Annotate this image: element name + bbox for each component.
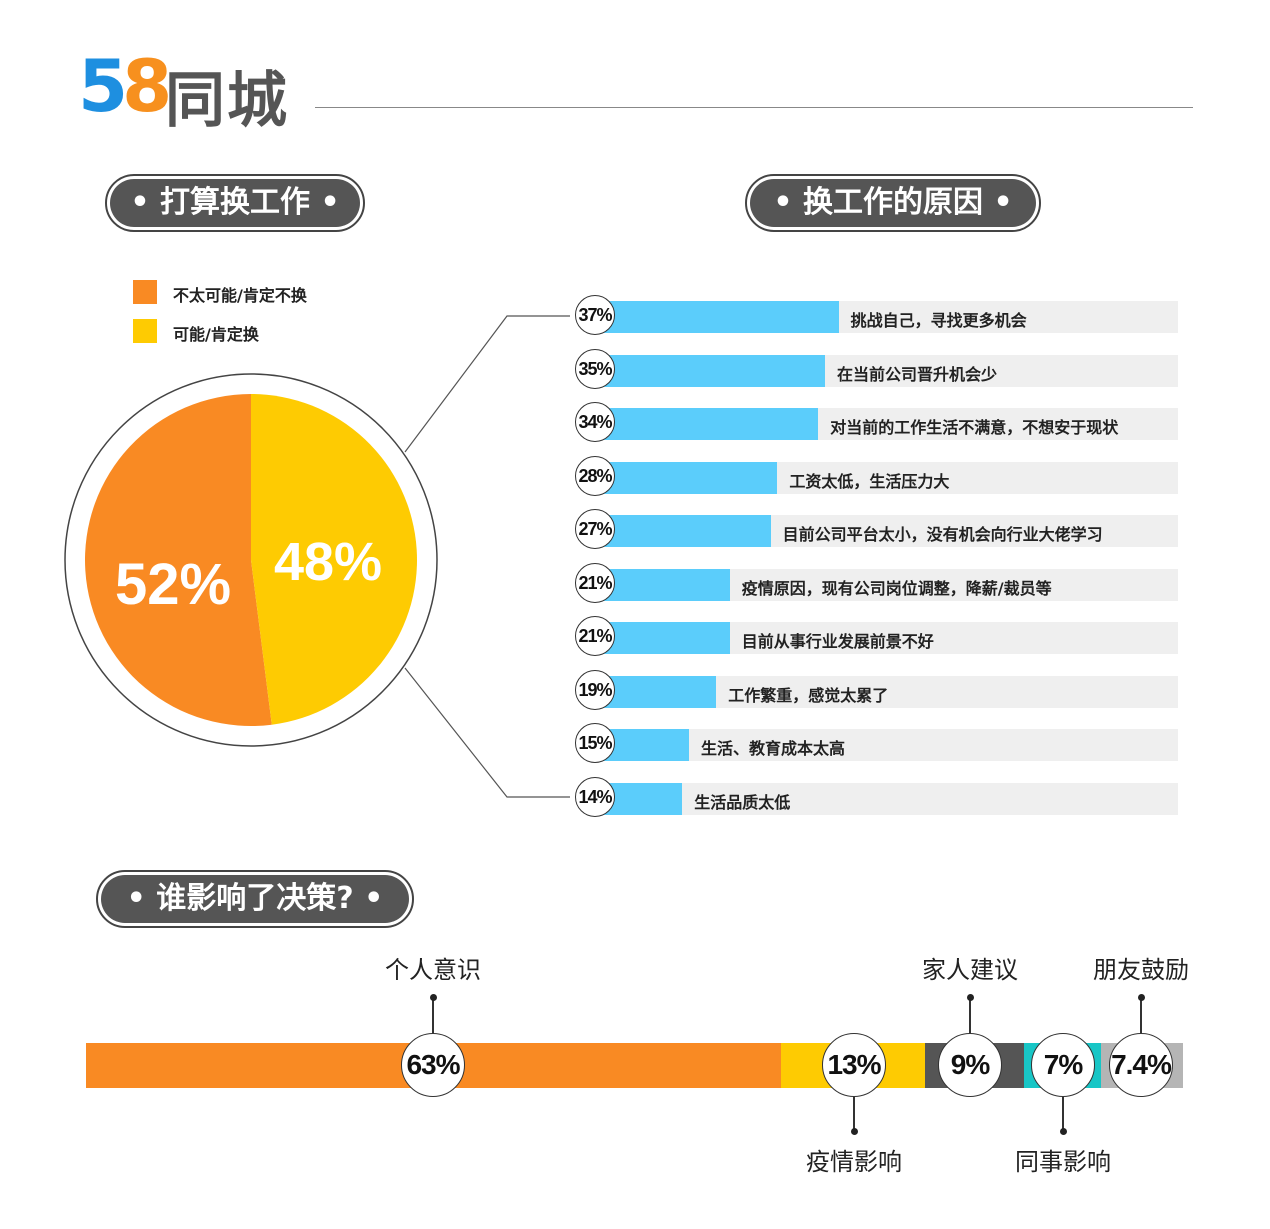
reason-label: 挑战自己，寻找更多机会 <box>850 311 1027 330</box>
reason-row: 生活、教育成本太高 15% <box>575 723 1178 763</box>
legend-label: 不太可能/肯定不换 <box>173 286 307 305</box>
reason-label: 生活、教育成本太高 <box>701 739 846 758</box>
reason-row: 工作繁重，感觉太累了 19% <box>575 669 1178 710</box>
reasons-title-pill: • 换工作的原因 • <box>745 174 1041 232</box>
reason-row: 目前公司平台太小，没有机会向行业大佬学习 27% <box>575 509 1178 549</box>
callout-line-bottom <box>404 667 570 798</box>
influence-label: 同事影响 <box>1015 1148 1111 1176</box>
reason-label: 生活品质太低 <box>694 792 791 812</box>
leader-line <box>1140 998 1142 1033</box>
influence-label: 家人建议 <box>922 956 1018 984</box>
influence-percent: 7% <box>1031 1033 1095 1097</box>
leader-line <box>969 998 971 1033</box>
leader-dot <box>429 994 437 1001</box>
reason-row: 生活品质太低 14% <box>575 776 1178 817</box>
pie-slice <box>251 394 418 725</box>
reason-label: 疫情原因，现有公司岗位调整，降薪/裁员等 <box>741 578 1052 598</box>
callout-line-top <box>404 315 570 453</box>
pie-chart: 52% 48% <box>64 315 570 798</box>
reason-label: 工作繁重，感觉太累了 <box>728 685 889 705</box>
reason-row: 目前从事行业发展前景不好 21% <box>575 616 1178 656</box>
legend-swatch <box>133 319 157 343</box>
pie-label-52: 52% <box>115 552 231 617</box>
legend-swatch <box>133 280 157 304</box>
bar-fill <box>600 568 730 601</box>
influence-percent: 7.4% <box>1109 1033 1173 1097</box>
pie-title-pill: • 打算换工作 • <box>105 174 365 232</box>
reason-label: 在当前公司晋升机会少 <box>837 364 998 384</box>
logo-text: 同城 <box>165 66 289 136</box>
logo-58: 58 <box>78 44 172 128</box>
influence-title-pill: • 谁影响了决策? • <box>96 870 414 928</box>
leader-dot <box>1059 1128 1067 1135</box>
bar-track <box>600 729 1178 761</box>
reason-percent: 15% <box>575 723 615 763</box>
leader-line <box>432 998 434 1033</box>
reason-row: 对当前的工作生活不满意，不想安于现状 34% <box>575 402 1178 442</box>
reason-percent: 21% <box>575 562 615 603</box>
reason-percent: 19% <box>575 669 615 710</box>
influence-label: 疫情影响 <box>806 1148 902 1176</box>
reason-label: 工资太低，生活压力大 <box>789 471 950 491</box>
reason-label: 目前公司平台太小，没有机会向行业大佬学习 <box>782 525 1103 544</box>
influence-label: 个人意识 <box>385 956 481 984</box>
leader-dot <box>1137 994 1145 1001</box>
influence-percent: 13% <box>822 1033 886 1097</box>
bar-track <box>600 782 1178 815</box>
reason-percent: 37% <box>575 295 615 335</box>
legend-label: 可能/肯定换 <box>173 325 259 344</box>
bar-fill <box>600 515 771 547</box>
influence-percent: 9% <box>938 1033 1002 1097</box>
pie-label-48: 48% <box>274 532 382 592</box>
leader-dot <box>850 1128 858 1135</box>
pie-slice <box>85 394 272 726</box>
reason-label: 对当前的工作生活不满意，不想安于现状 <box>830 418 1119 437</box>
reason-percent: 35% <box>575 348 615 389</box>
bar-fill <box>600 461 778 494</box>
reason-percent: 28% <box>575 455 615 496</box>
pie-title: • 打算换工作 • <box>110 179 360 227</box>
reason-row: 挑战自己，寻找更多机会 37% <box>575 295 1178 335</box>
reason-percent: 34% <box>575 402 615 442</box>
leader-line <box>1062 1097 1064 1132</box>
bar-fill <box>600 301 839 333</box>
reason-percent: 14% <box>575 776 615 817</box>
reason-row: 在当前公司晋升机会少 35% <box>575 348 1178 389</box>
reason-percent: 21% <box>575 616 615 656</box>
influence-percent: 63% <box>401 1033 465 1097</box>
reason-row: 工资太低，生活压力大 28% <box>575 455 1178 496</box>
header-divider <box>315 107 1193 108</box>
bar-fill <box>600 408 819 440</box>
reason-row: 疫情原因，现有公司岗位调整，降薪/裁员等 21% <box>575 562 1178 603</box>
reason-label: 目前从事行业发展前景不好 <box>741 632 934 651</box>
reasons-title: • 换工作的原因 • <box>750 179 1036 227</box>
reason-percent: 27% <box>575 509 615 549</box>
leader-line <box>853 1097 855 1132</box>
leader-dot <box>966 994 974 1001</box>
influence-title: • 谁影响了决策? • <box>101 875 409 923</box>
influence-label: 朋友鼓励 <box>1093 956 1189 984</box>
bar-fill <box>600 622 730 654</box>
bar-fill <box>600 354 825 387</box>
bar-fill <box>600 675 717 708</box>
